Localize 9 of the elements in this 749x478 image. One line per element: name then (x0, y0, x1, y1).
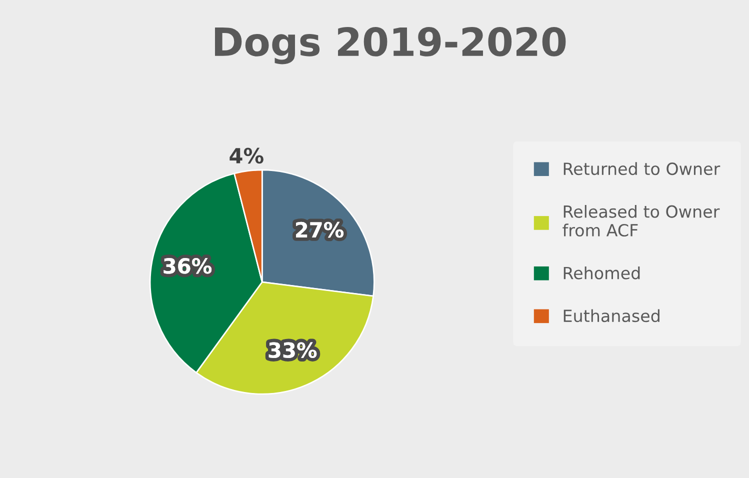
data-label: 36% (164, 258, 212, 274)
legend-label: Rehomed (564, 266, 640, 280)
legend-label: Euthanased (564, 309, 660, 322)
chart-title: Dogs 2019-2020 (214, 26, 566, 64)
data-label: 4% (230, 148, 264, 164)
legend-label: Released to Owner from ACF (562, 204, 720, 237)
legend-label: Returned to Owner (564, 162, 720, 176)
data-label: 27% (296, 222, 344, 238)
data-label: 33% (268, 342, 317, 358)
